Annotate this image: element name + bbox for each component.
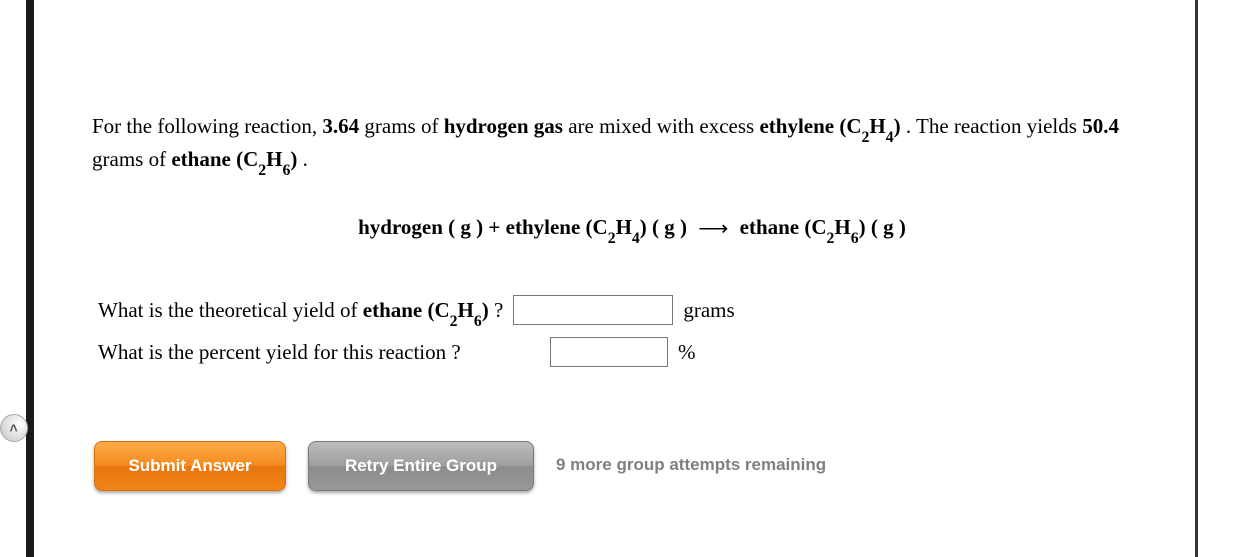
q1-prefix: What is the theoretical yield of — [98, 298, 363, 322]
percent-yield-input[interactable] — [550, 337, 668, 367]
q1-compound: ethane (C2H6) — [363, 298, 489, 322]
intro-text: are mixed with excess — [563, 114, 760, 138]
submit-answer-button[interactable]: Submit Answer — [94, 441, 286, 491]
question-label: What is the percent yield for this react… — [98, 336, 540, 369]
left-border-bar — [26, 0, 34, 557]
mass-h2: 3.64 — [322, 114, 359, 138]
reagent-h2: hydrogen gas — [444, 114, 563, 138]
reagent-ethylene: ethylene (C2H4) — [759, 114, 900, 138]
q1-suffix: ? — [489, 298, 504, 322]
arrow-icon: ⟶ — [698, 213, 728, 246]
expand-toggle-button[interactable]: < — [0, 414, 28, 442]
intro-text: . The reaction yields — [901, 114, 1083, 138]
chevron-left-icon: < — [6, 424, 22, 432]
intro-text: For the following reaction, — [92, 114, 322, 138]
question-theoretical-yield: What is the theoretical yield of ethane … — [92, 294, 1172, 327]
problem-intro: For the following reaction, 3.64 grams o… — [92, 110, 1172, 175]
unit-percent: % — [678, 336, 696, 369]
equation-rhs: ethane (C2H6) ( g ) — [740, 215, 906, 239]
intro-text: grams of — [92, 147, 171, 171]
right-border-bar — [1195, 0, 1198, 557]
retry-group-button[interactable]: Retry Entire Group — [308, 441, 534, 491]
question-label: What is the theoretical yield of ethane … — [98, 294, 503, 327]
reaction-equation: hydrogen ( g ) + ethylene (C2H4) ( g ) ⟶… — [92, 211, 1172, 245]
product-ethane: ethane (C2H6) — [171, 147, 297, 171]
theoretical-yield-input[interactable] — [513, 295, 673, 325]
problem-content: For the following reaction, 3.64 grams o… — [92, 110, 1172, 491]
unit-grams: grams — [683, 294, 734, 327]
attempts-remaining: 9 more group attempts remaining — [556, 452, 826, 478]
intro-text: . — [297, 147, 308, 171]
question-percent-yield: What is the percent yield for this react… — [92, 336, 1172, 369]
equation-lhs: hydrogen ( g ) + ethylene (C2H4) ( g ) — [358, 215, 687, 239]
button-row: Submit Answer Retry Entire Group 9 more … — [92, 441, 1172, 491]
intro-text: grams of — [359, 114, 444, 138]
mass-product: 50.4 — [1082, 114, 1119, 138]
